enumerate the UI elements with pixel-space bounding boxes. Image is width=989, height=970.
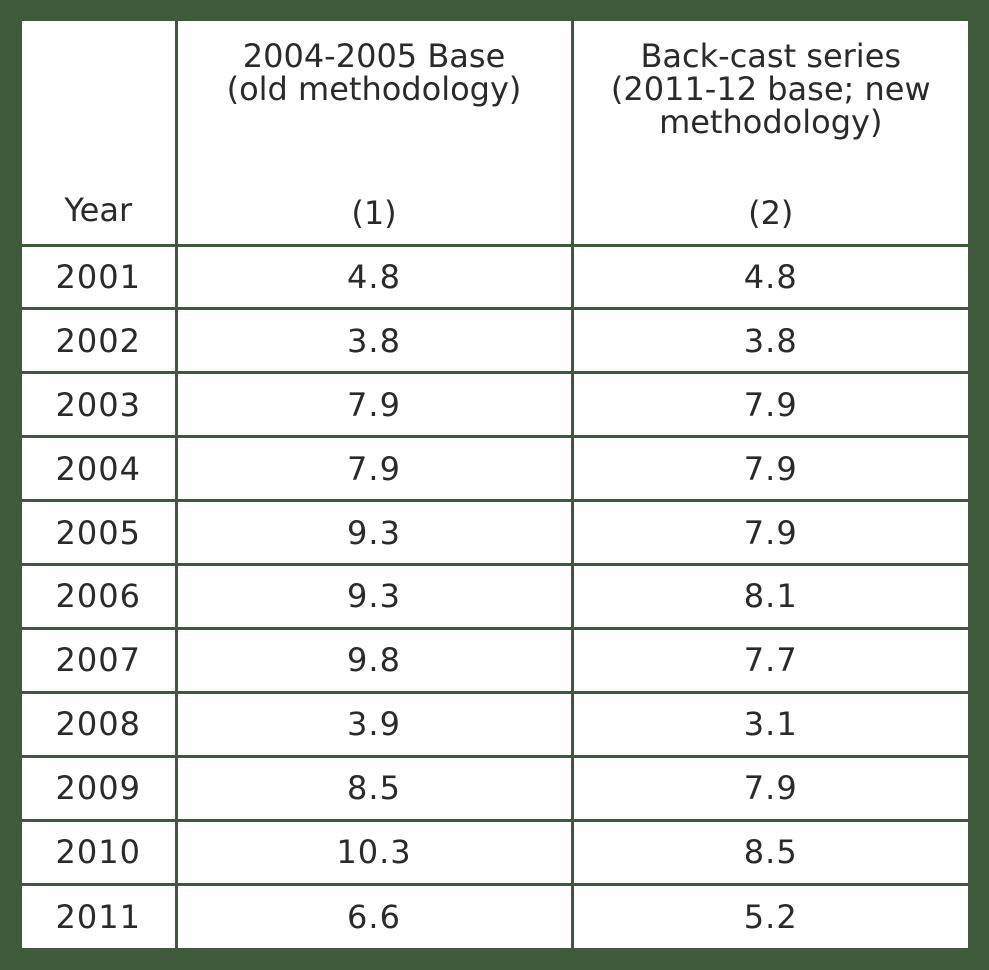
old-methodology-value-cell: 7.9: [174, 371, 574, 439]
old-methodology-value-cell: 8.5: [174, 754, 574, 822]
header-line: Back-cast series: [640, 37, 902, 75]
table-body: 2001 4.8 4.8 2002 3.8 3.8 2003 7.9 7.9 2004 7.9 7.9…: [22, 243, 968, 948]
table-row: 2009 8.5 7.9: [22, 754, 968, 822]
year-cell: 2011: [22, 882, 178, 948]
year-cell: 2003: [22, 371, 178, 439]
header-year-label: Year: [64, 191, 133, 229]
year-cell: 2008: [22, 690, 178, 758]
header-row: Year 2004-2005 Base (old methodology) (1…: [22, 21, 969, 247]
table-row: 2007 9.8 7.7: [22, 626, 968, 694]
header-line: (old methodology): [226, 70, 522, 108]
old-methodology-value-cell: 6.6: [174, 882, 574, 948]
table-row: 2003 7.9 7.9: [22, 371, 968, 439]
old-methodology-value-cell: 3.9: [174, 690, 574, 758]
back-cast-value-cell: 8.5: [570, 818, 968, 886]
header-line: methodology): [659, 103, 883, 141]
back-cast-value-cell: 7.9: [570, 499, 968, 567]
year-cell: 2005: [22, 499, 178, 567]
old-methodology-value-cell: 7.9: [174, 435, 574, 503]
back-cast-value-cell: 7.9: [570, 435, 968, 503]
header-back-cast-title: Back-cast series (2011-12 base; new meth…: [574, 40, 969, 139]
table-row: 2010 10.3 8.5: [22, 818, 968, 886]
old-methodology-value-cell: 10.3: [174, 818, 574, 886]
back-cast-value-cell: 7.9: [570, 371, 968, 439]
old-methodology-value-cell: 9.3: [174, 563, 574, 630]
header-column-number: (1): [351, 194, 397, 232]
year-cell: 2009: [22, 754, 178, 822]
year-cell: 2010: [22, 818, 178, 886]
header-line: (2011-12 base; new: [610, 70, 931, 108]
header-column-number: (2): [748, 194, 794, 232]
old-methodology-value-cell: 4.8: [174, 243, 574, 311]
back-cast-value-cell: 8.1: [570, 563, 968, 630]
table-row: 2002 3.8 3.8: [22, 307, 968, 375]
back-cast-value-cell: 7.9: [570, 754, 968, 822]
table-row: 2004 7.9 7.9: [22, 435, 968, 503]
back-cast-value-cell: 4.8: [570, 243, 968, 311]
back-cast-value-cell: 3.1: [570, 690, 968, 758]
year-cell: 2006: [22, 563, 178, 630]
table-frame: Year 2004-2005 Base (old methodology) (1…: [22, 21, 968, 948]
old-methodology-value-cell: 9.8: [174, 626, 574, 694]
year-cell: 2002: [22, 307, 178, 375]
year-cell: 2007: [22, 626, 178, 694]
table-row: 2011 6.6 5.2: [22, 882, 968, 948]
header-year: Year: [22, 21, 178, 247]
header-back-cast-series: Back-cast series (2011-12 base; new meth…: [570, 21, 969, 247]
table-row: 2005 9.3 7.9: [22, 499, 968, 567]
header-old-methodology: 2004-2005 Base (old methodology) (1): [174, 21, 574, 247]
header-old-methodology-title: 2004-2005 Base (old methodology): [178, 40, 571, 106]
table-row: 2001 4.8 4.8: [22, 243, 968, 311]
header-line: 2004-2005 Base: [242, 37, 506, 75]
year-cell: 2004: [22, 435, 178, 503]
growth-comparison-table: Year 2004-2005 Base (old methodology) (1…: [22, 21, 968, 948]
back-cast-value-cell: 7.7: [570, 626, 968, 694]
old-methodology-value-cell: 3.8: [174, 307, 574, 375]
table-row: 2008 3.9 3.1: [22, 690, 968, 758]
year-cell: 2001: [22, 243, 178, 311]
back-cast-value-cell: 3.8: [570, 307, 968, 375]
back-cast-value-cell: 5.2: [570, 882, 968, 948]
old-methodology-value-cell: 9.3: [174, 499, 574, 567]
table-row: 2006 9.3 8.1: [22, 563, 968, 630]
